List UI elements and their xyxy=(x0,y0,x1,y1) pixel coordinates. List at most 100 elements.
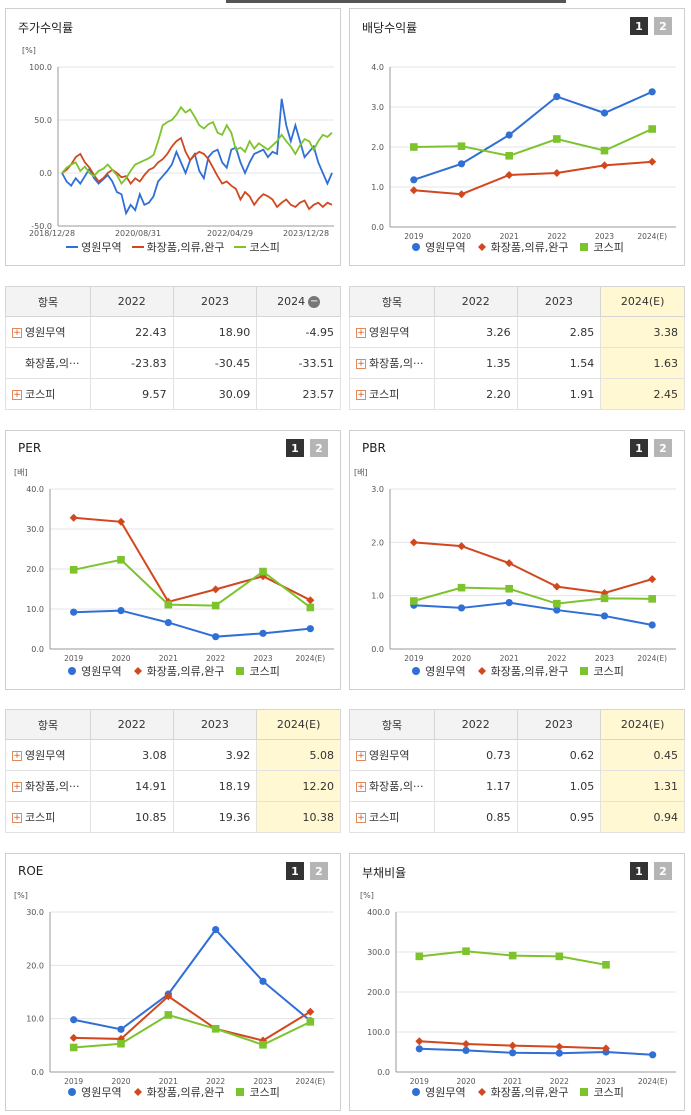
panel-page-button-2[interactable]: 2 xyxy=(654,17,672,35)
legend-item[interactable]: 코스피 xyxy=(578,663,624,679)
series-line-1 xyxy=(73,928,311,1031)
panel-page-button-1[interactable]: 1 xyxy=(286,862,304,880)
expand-icon[interactable]: + xyxy=(356,328,366,338)
data-point xyxy=(117,1025,125,1033)
expand-icon[interactable]: + xyxy=(12,751,22,761)
data-point xyxy=(553,135,561,143)
expand-icon[interactable]: + xyxy=(356,390,366,400)
legend-item[interactable]: 코스피 xyxy=(578,1084,624,1100)
panel-page-button-2[interactable]: 2 xyxy=(654,862,672,880)
expand-icon[interactable]: + xyxy=(356,751,366,761)
data-point xyxy=(462,947,470,955)
legend-marker-icon xyxy=(66,246,79,248)
legend-item[interactable]: 코스피 xyxy=(234,239,280,255)
table-header-cell: 항목 xyxy=(349,709,435,740)
series-line-3 xyxy=(73,558,311,609)
data-point xyxy=(306,625,314,633)
legend-item[interactable]: 화장품,의류,완구 xyxy=(132,1084,225,1100)
row-name-cell: + 영원무역 xyxy=(349,316,435,348)
data-point xyxy=(69,1033,78,1042)
legend-item[interactable]: 화장품,의류,완구 xyxy=(476,1084,569,1100)
series-line-1 xyxy=(73,609,311,638)
y-tick-label: 3.0 xyxy=(371,103,384,112)
value-cell: 30.09 xyxy=(172,378,258,410)
stock-return-panel: 주가수익률 [%] 100.0 50.0 0.0 -50.0 2018/12/28 2020… xyxy=(5,8,341,266)
chart-legend: 영원무역 화장품,의류,완구 코스피 xyxy=(350,239,684,255)
data-point xyxy=(505,584,513,593)
pbr-table: 항목 2022 2023 2024(E) + 영원무역 0.73 0.62 0.45 + 화장품,의… xyxy=(349,709,685,833)
stock-return-table: 항목 2022 2023 2024− + 영원무역 22.43 18.90 -4.95 화장품,의… xyxy=(5,286,341,410)
y-tick-label: 1.0 xyxy=(371,183,384,192)
x-tick-label: 2024(E) xyxy=(295,1077,325,1086)
data-point xyxy=(648,595,656,603)
data-point xyxy=(409,186,418,195)
legend-label: 코스피 xyxy=(249,1086,280,1099)
x-tick-label: 2020 xyxy=(111,654,130,663)
panel-page-button-1[interactable]: 1 xyxy=(630,862,648,880)
dividend-yield-table: 항목 2022 2023 2024(E) + 영원무역 3.26 2.85 3.38 + 화장품,의… xyxy=(349,286,685,410)
legend-marker-icon xyxy=(236,1088,245,1096)
y-tick-label: 3.0 xyxy=(371,485,384,494)
chart-legend: 영원무역 화장품,의류,완구 코스피 xyxy=(6,239,340,255)
expand-icon[interactable]: + xyxy=(12,782,22,792)
data-point xyxy=(259,977,267,985)
value-cell: 1.63 xyxy=(600,347,685,379)
legend-item[interactable]: 화장품,의류,완구 xyxy=(132,663,224,679)
column-header: 2024 xyxy=(277,295,306,308)
value-cell: 18.19 xyxy=(172,770,258,802)
legend-item[interactable]: 화장품,의류,완구 xyxy=(476,663,568,679)
value-cell: 3.92 xyxy=(172,739,258,771)
table-header-cell: 2022 xyxy=(89,286,174,317)
expand-icon[interactable]: + xyxy=(12,390,22,400)
panel-page-button-2[interactable]: 2 xyxy=(310,439,328,457)
panel-page-button-2[interactable]: 2 xyxy=(654,439,672,457)
table-header-cell: 2023 xyxy=(516,286,602,317)
legend-item[interactable]: 영원무역 xyxy=(66,239,122,255)
legend-item[interactable]: 화장품,의류,완구 xyxy=(476,239,568,255)
panel-page-button-1[interactable]: 1 xyxy=(630,439,648,457)
data-point xyxy=(409,538,418,547)
x-tick-label: 2023 xyxy=(253,654,272,663)
table-header-cell: 2023 xyxy=(516,709,602,740)
data-point xyxy=(600,146,609,155)
table-row: + 코스피 10.85 19.36 10.38 xyxy=(5,801,341,833)
collapse-icon[interactable]: − xyxy=(308,296,321,308)
x-tick-label: 2022 xyxy=(547,654,566,663)
legend-label: 화장품,의류,완구 xyxy=(146,241,225,254)
expand-icon[interactable]: + xyxy=(356,813,366,823)
row-name-cell: + 코스피 xyxy=(349,801,435,833)
legend-item[interactable]: 화장품,의류,완구 xyxy=(131,239,225,255)
panel-page-button-1[interactable]: 1 xyxy=(286,439,304,457)
legend-item[interactable]: 코스피 xyxy=(578,239,624,255)
y-tick-label: 4.0 xyxy=(371,63,384,72)
panel-page-button-1[interactable]: 1 xyxy=(630,17,648,35)
column-header: 2024(E) xyxy=(620,718,665,731)
data-point xyxy=(259,572,267,581)
legend-item[interactable]: 영원무역 xyxy=(66,1084,122,1100)
legend-item[interactable]: 영원무역 xyxy=(410,663,466,679)
legend-item[interactable]: 코스피 xyxy=(234,1084,280,1100)
series-line-2 xyxy=(73,516,311,603)
table-header-cell: 2024(E) xyxy=(256,709,341,740)
series-line-1 xyxy=(413,90,653,181)
data-point xyxy=(553,606,561,614)
legend-item[interactable]: 영원무역 xyxy=(410,1084,466,1100)
legend-item[interactable]: 영원무역 xyxy=(410,239,466,255)
legend-label: 화장품,의류,완구 xyxy=(146,1086,225,1099)
expand-icon[interactable]: + xyxy=(356,782,366,792)
legend-label: 화장품,의류,완구 xyxy=(490,1086,569,1099)
y-tick-label: 0.0 xyxy=(31,1068,44,1077)
data-point xyxy=(117,517,125,526)
expand-icon[interactable]: + xyxy=(12,328,22,338)
expand-icon[interactable]: + xyxy=(356,359,366,369)
legend-item[interactable]: 코스피 xyxy=(234,663,280,679)
legend-item[interactable]: 영원무역 xyxy=(66,663,122,679)
data-point xyxy=(602,1044,610,1053)
expand-icon[interactable]: + xyxy=(12,813,22,823)
panel-page-button-2[interactable]: 2 xyxy=(310,862,328,880)
y-tick-label: -50.0 xyxy=(31,222,52,231)
